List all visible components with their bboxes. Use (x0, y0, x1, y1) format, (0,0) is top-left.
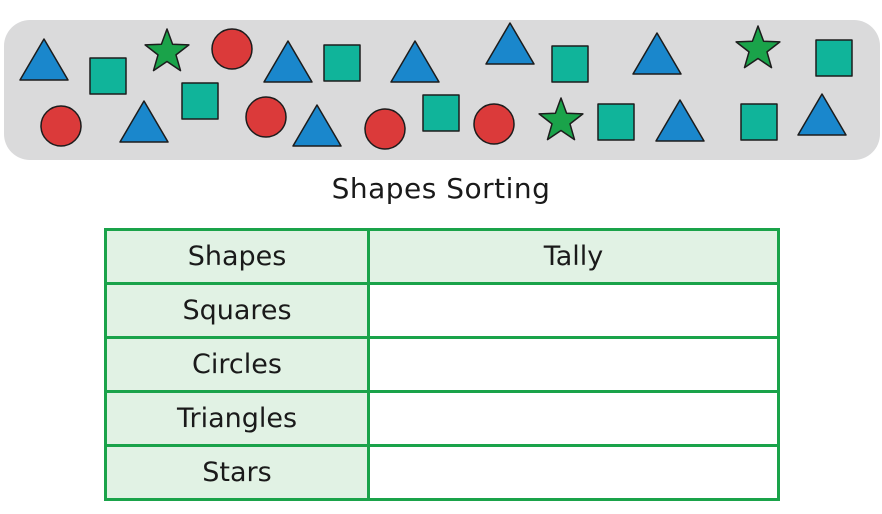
triangle-shape (390, 40, 440, 83)
tally-cell-stars[interactable] (367, 444, 780, 501)
table-row: Circles (104, 336, 780, 393)
tally-cell-triangles[interactable] (367, 390, 780, 447)
square-shape (551, 45, 589, 83)
square-shape (597, 103, 635, 141)
square-shape (815, 39, 853, 77)
circle-shape (211, 28, 253, 70)
triangle-shape (655, 99, 705, 142)
triangle-shape (19, 38, 69, 81)
tally-cell-circles[interactable] (367, 336, 780, 393)
tally-table: Shapes Tally Squares Circles Triangles S… (104, 228, 780, 501)
triangle-shape (485, 22, 535, 65)
star-shape (735, 25, 781, 69)
header-tally: Tally (367, 228, 780, 285)
square-shape (422, 94, 460, 132)
square-shape (89, 57, 127, 95)
table-row: Triangles (104, 390, 780, 447)
triangle-shape (119, 100, 169, 143)
star-shape (538, 97, 584, 141)
row-label-circles: Circles (104, 336, 370, 393)
square-shape (181, 82, 219, 120)
triangle-shape (263, 40, 313, 83)
circle-shape (245, 96, 287, 138)
row-label-squares: Squares (104, 282, 370, 339)
circle-shape (364, 108, 406, 150)
header-shapes: Shapes (104, 228, 370, 285)
tally-cell-squares[interactable] (367, 282, 780, 339)
row-label-stars: Stars (104, 444, 370, 501)
square-shape (323, 44, 361, 82)
triangle-shape (797, 93, 847, 136)
square-shape (740, 103, 778, 141)
circle-shape (40, 105, 82, 147)
table-row: Squares (104, 282, 780, 339)
page-title: Shapes Sorting (331, 172, 551, 205)
table-row: Stars (104, 444, 780, 501)
shapes-canvas (19, 22, 853, 150)
star-shape (144, 28, 190, 72)
table-header-row: Shapes Tally (104, 228, 780, 285)
triangle-shape (292, 104, 342, 147)
triangle-shape (632, 32, 682, 75)
circle-shape (473, 103, 515, 145)
row-label-triangles: Triangles (104, 390, 370, 447)
shapes-tray (4, 20, 880, 160)
